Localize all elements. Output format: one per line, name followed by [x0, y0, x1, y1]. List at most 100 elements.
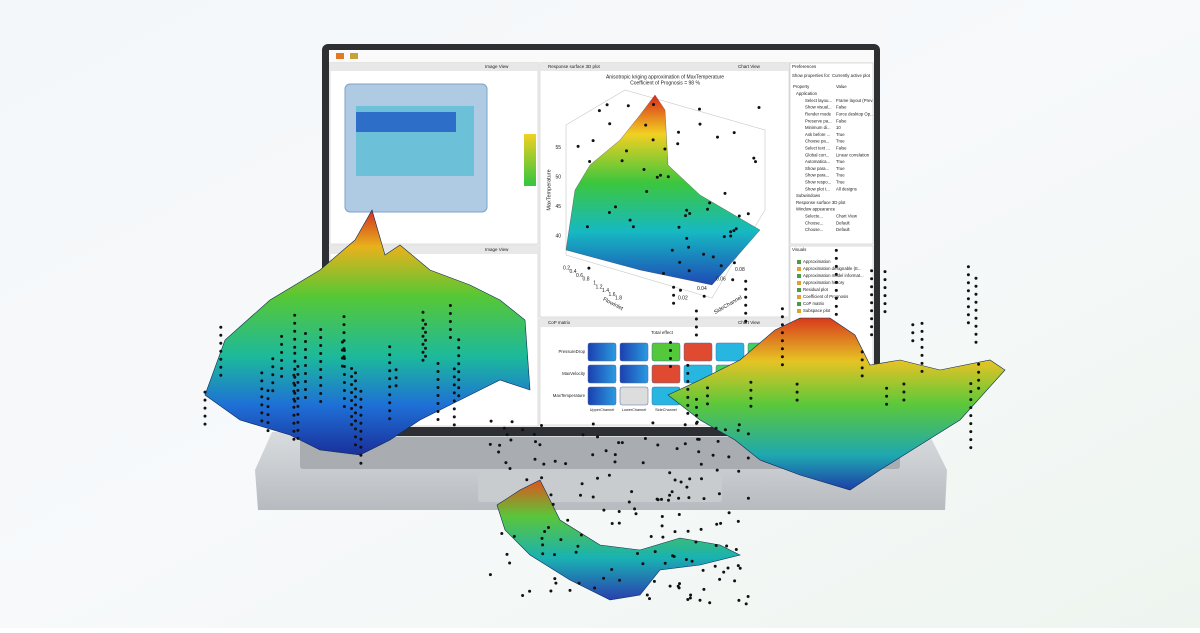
- dot: [645, 190, 649, 193]
- matrix-cell: [619, 342, 649, 362]
- dot: [452, 407, 456, 411]
- dot: [610, 568, 614, 571]
- dot: [969, 406, 973, 410]
- dot: [574, 550, 578, 554]
- tool-icon: [350, 53, 358, 59]
- cell: Show properties for:: [792, 73, 830, 78]
- dot: [969, 446, 973, 450]
- cell: Select text ...: [805, 146, 830, 151]
- dot: [342, 349, 346, 352]
- panel-header: [330, 246, 538, 254]
- dot: [706, 394, 709, 398]
- dot: [354, 371, 357, 375]
- dot: [350, 375, 354, 378]
- visual-item: Coefficient of Prognosis: [803, 294, 848, 299]
- dot: [219, 349, 223, 353]
- dot: [618, 578, 622, 582]
- dot: [547, 526, 550, 529]
- cell: Linear correlation: [836, 152, 870, 157]
- dot: [608, 122, 612, 126]
- dot: [617, 510, 621, 513]
- dot: [700, 477, 703, 481]
- cell: Property: [793, 84, 810, 89]
- dot: [219, 357, 223, 361]
- dot: [452, 423, 456, 427]
- dot: [633, 507, 637, 511]
- dot: [388, 353, 392, 357]
- dot: [677, 130, 680, 134]
- dot: [350, 391, 354, 394]
- matrix-cell: [619, 386, 649, 406]
- dot: [746, 212, 750, 216]
- dot: [219, 333, 223, 337]
- dot: [883, 278, 887, 282]
- cell: Value: [836, 84, 847, 89]
- dot: [698, 598, 702, 602]
- tick-label: 40: [555, 233, 561, 239]
- cell: Preserve pa...: [805, 118, 832, 123]
- dot: [706, 207, 709, 211]
- dot: [969, 414, 973, 418]
- dot: [715, 522, 719, 526]
- dot: [359, 445, 363, 449]
- dot: [834, 312, 838, 316]
- dot: [686, 379, 690, 383]
- dot: [354, 443, 357, 447]
- dot: [860, 366, 864, 370]
- dot: [736, 519, 740, 523]
- toolbar: [329, 50, 874, 62]
- dot: [716, 439, 720, 443]
- dot: [645, 593, 649, 597]
- dot: [293, 313, 297, 317]
- visual-item: Approximation: [803, 259, 831, 264]
- dot: [974, 292, 978, 296]
- dot: [436, 402, 440, 405]
- label: Response surface 3D plot: [548, 64, 601, 69]
- dot: [860, 350, 864, 354]
- matrix-cell: [715, 342, 745, 362]
- dot: [596, 435, 599, 439]
- dot: [719, 521, 723, 525]
- dot: [749, 380, 753, 384]
- dot: [319, 376, 323, 379]
- dot: [489, 419, 493, 423]
- tick-label: 1.4: [602, 288, 609, 294]
- dot: [203, 414, 207, 418]
- dot: [293, 391, 297, 395]
- dot: [752, 156, 756, 160]
- dot: [722, 570, 726, 574]
- cell: Show para...: [805, 173, 829, 178]
- dot: [591, 495, 595, 499]
- dot: [870, 277, 874, 281]
- preferences-table: Show properties for: Currently active plo…: [792, 73, 873, 313]
- dot: [448, 328, 452, 331]
- dot: [319, 400, 323, 403]
- dot: [505, 552, 509, 556]
- dot: [744, 295, 748, 299]
- dot: [354, 419, 357, 423]
- dot: [448, 304, 452, 307]
- dot: [271, 389, 275, 393]
- dot: [697, 437, 701, 441]
- dot: [549, 589, 553, 593]
- dot: [293, 329, 297, 333]
- dot: [502, 426, 506, 430]
- dot: [260, 411, 264, 415]
- dot: [974, 308, 978, 312]
- cell: Default: [836, 220, 850, 225]
- dot: [564, 462, 568, 466]
- dot: [219, 341, 223, 345]
- dot: [293, 345, 297, 349]
- cell: True: [836, 132, 845, 137]
- dot: [732, 261, 736, 265]
- dot: [663, 561, 667, 565]
- dot: [780, 347, 784, 351]
- dot: [690, 559, 694, 563]
- dot: [296, 364, 300, 368]
- dot: [540, 536, 544, 540]
- dot: [457, 378, 461, 382]
- dot: [911, 331, 915, 335]
- visual-item: Residual plot: [803, 287, 829, 292]
- dot: [266, 389, 270, 393]
- dot: [625, 149, 628, 153]
